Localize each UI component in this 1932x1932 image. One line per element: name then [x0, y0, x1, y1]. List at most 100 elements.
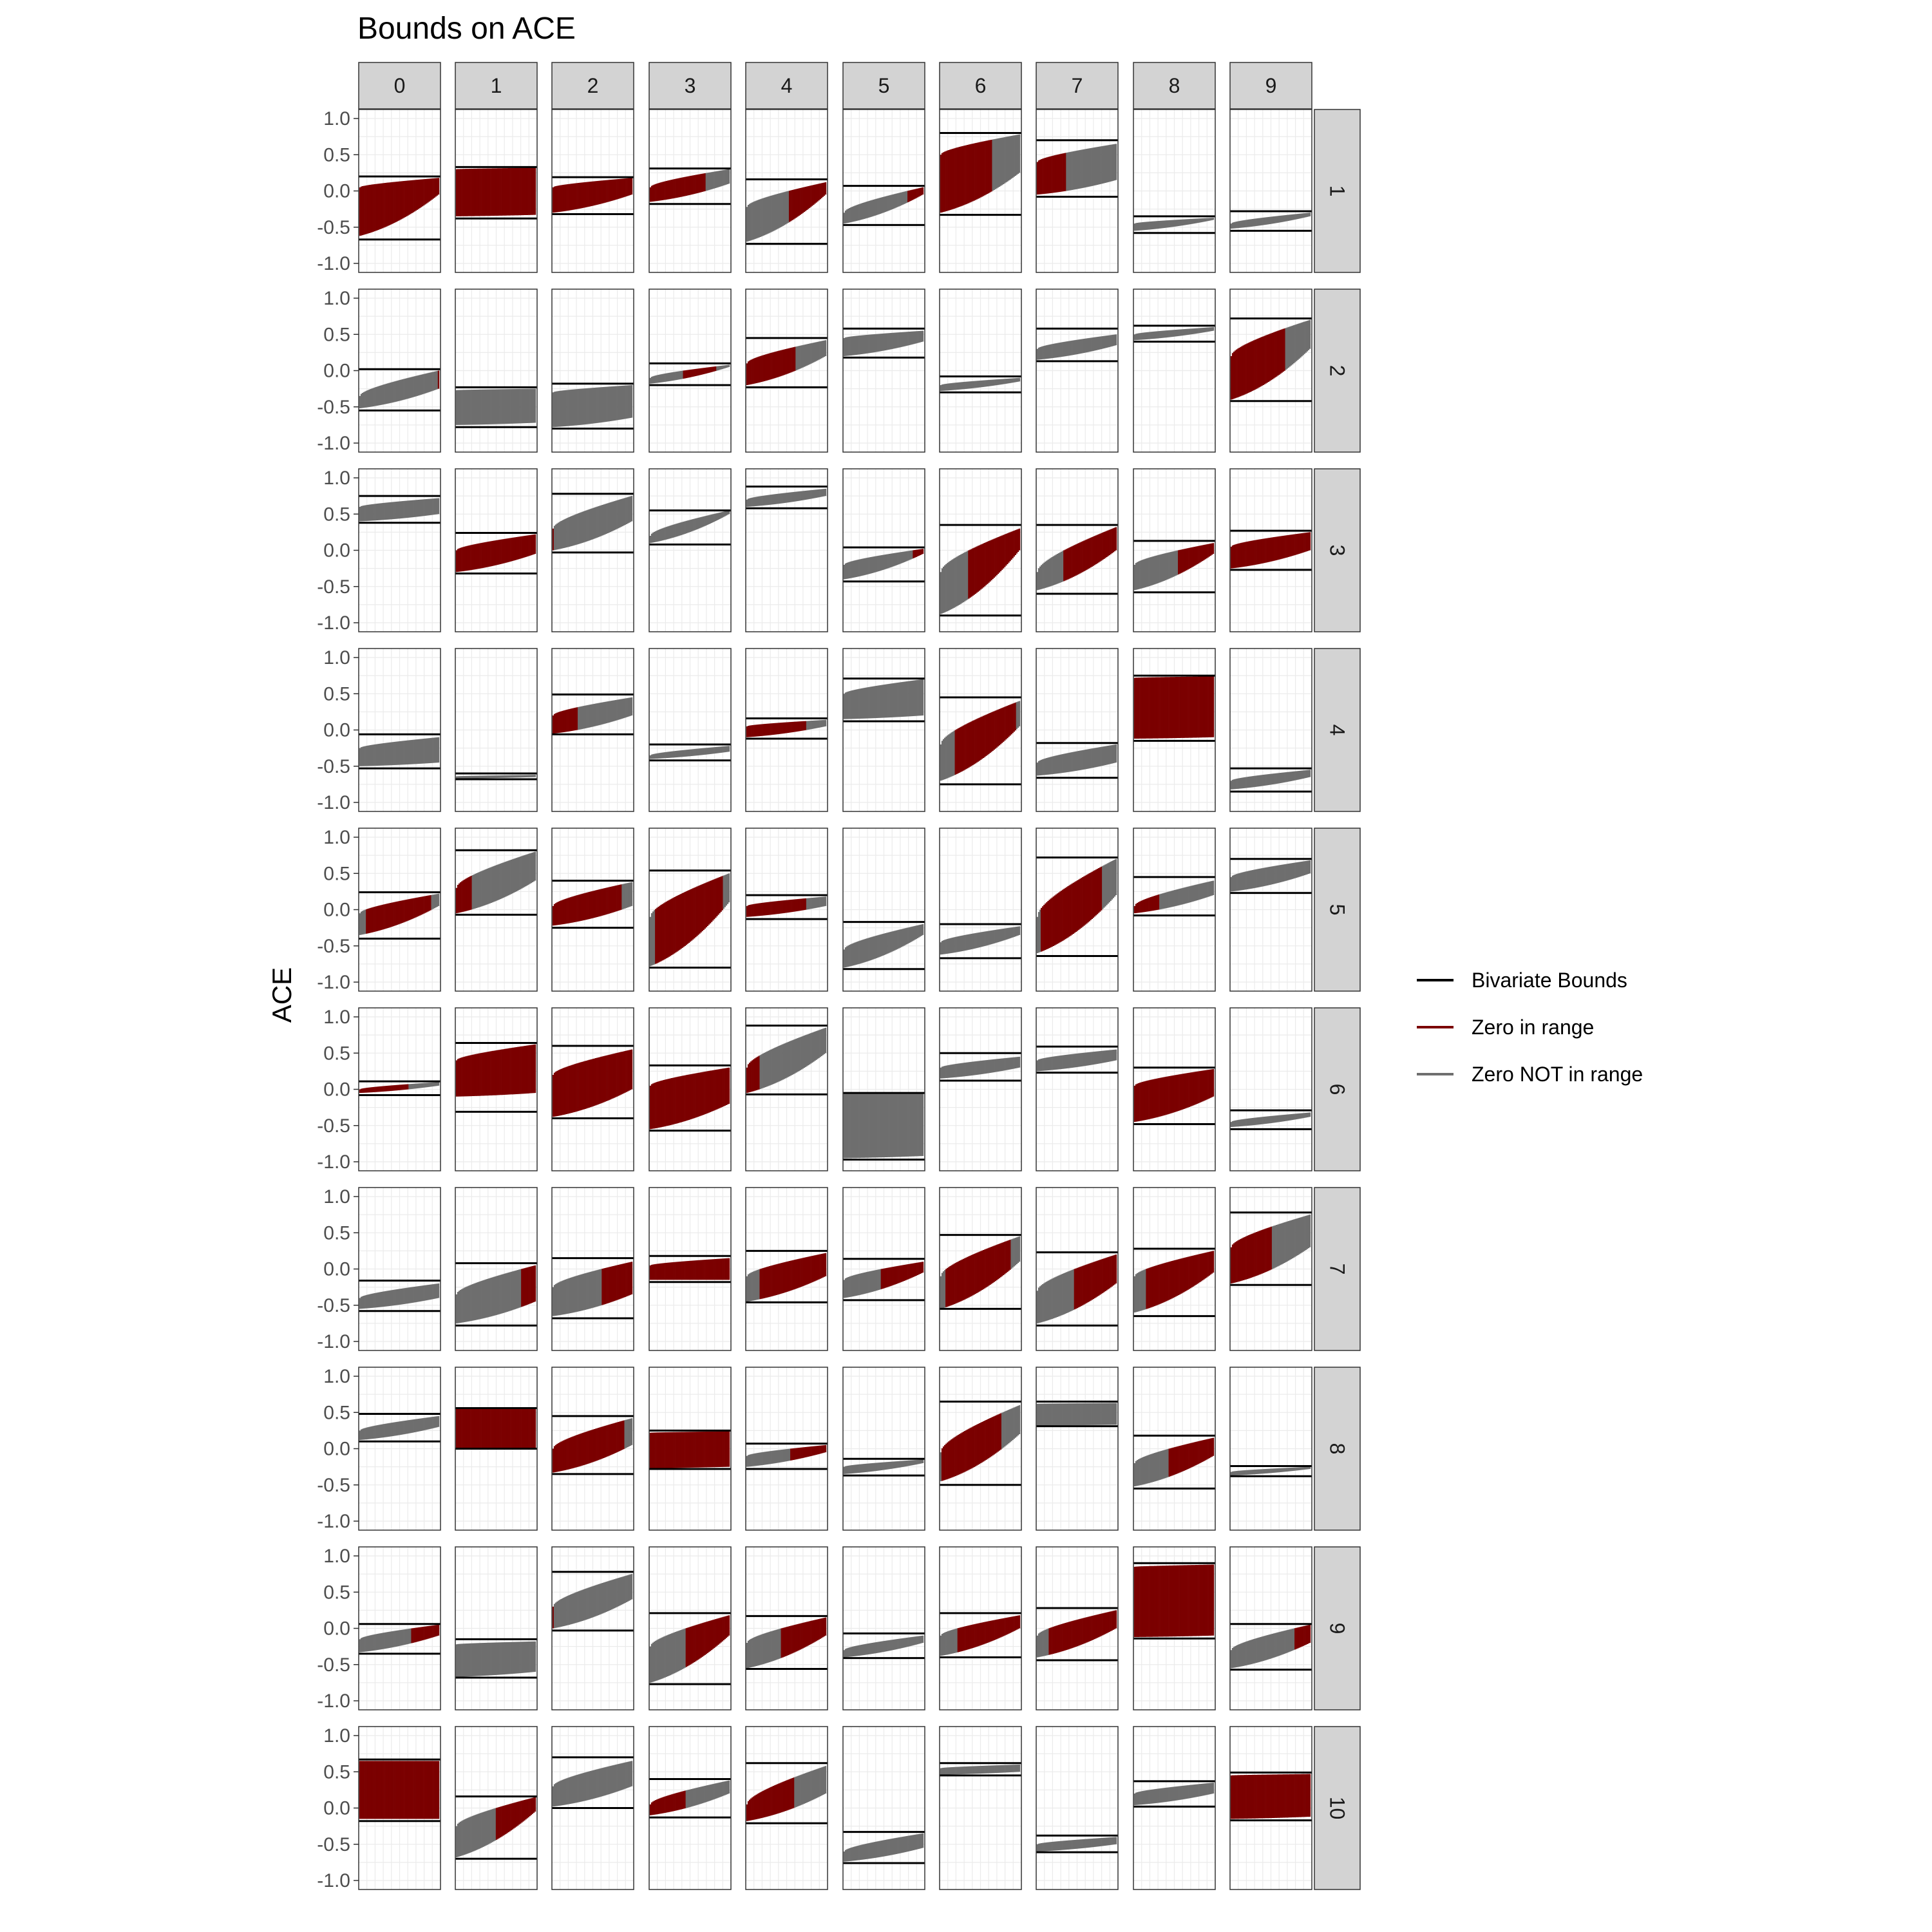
column-strip: 2 [551, 62, 634, 109]
facet-panel [1036, 468, 1119, 632]
facet-panel [939, 1007, 1022, 1171]
panel-border [455, 648, 538, 812]
panel-border [1036, 648, 1119, 812]
panel-border [1133, 468, 1216, 632]
panel-border [455, 468, 538, 632]
facet-panel [1133, 828, 1216, 992]
panel-border [745, 1007, 828, 1171]
row-strip-label: 4 [1326, 724, 1349, 736]
row-strip-label: 5 [1326, 904, 1349, 916]
facet-panel [649, 289, 732, 453]
column-strip: 3 [649, 62, 732, 109]
panel-border [551, 648, 634, 812]
facet-panel [842, 828, 925, 992]
column-strip-label: 3 [685, 74, 696, 97]
column-strip: 0 [358, 62, 441, 109]
facet-panels: 0 1 2 3 4 5 6 7 8 9 1.0 0.5 0.0 -0.5 -1.0 1 1.0 0.5 0.0 -0.… [317, 62, 1361, 1891]
panel-border [551, 468, 634, 632]
facet-panel [842, 648, 925, 812]
y-tick-label: 0.5 [323, 1043, 350, 1064]
facet-panel [649, 828, 732, 992]
facet-panel [551, 648, 634, 812]
facet-panel [745, 648, 828, 812]
y-tick-label: 0.5 [323, 144, 350, 166]
panel-border [745, 648, 828, 812]
facet-panel [455, 648, 538, 812]
y-tick-label: -0.5 [317, 217, 350, 238]
panel-border [1036, 828, 1119, 992]
panel-border [1036, 468, 1119, 632]
panel-border [1133, 648, 1216, 812]
column-strip-bg [551, 62, 634, 109]
y-tick-label: -0.5 [317, 397, 350, 418]
column-strip: 6 [939, 62, 1022, 109]
panel-border [745, 468, 828, 632]
facet-panel [455, 468, 538, 632]
facet-panel [939, 109, 1022, 273]
panel-border [649, 648, 732, 812]
panel-border [649, 1007, 732, 1171]
facet-panel [551, 828, 634, 992]
y-tick-label: 1.0 [323, 288, 350, 309]
facet-panel [1229, 828, 1312, 992]
panel-border [358, 109, 441, 273]
panel-border [939, 648, 1022, 812]
facet-panel [1036, 648, 1119, 812]
facet-panel [745, 828, 828, 992]
facet-panel [1133, 289, 1216, 453]
column-strip-label: 9 [1265, 74, 1277, 97]
column-strip-label: 6 [975, 74, 987, 97]
facet-panel [649, 468, 732, 632]
facet-panel [842, 109, 925, 273]
y-tick-label: 0.5 [323, 863, 350, 884]
column-strip-bg [1229, 62, 1312, 109]
y-tick-label: 1.0 [323, 1007, 350, 1028]
panel-border [551, 109, 634, 273]
y-tick-label: 0.5 [323, 683, 350, 705]
y-tick-label: 0.0 [323, 1079, 350, 1101]
panel-border [455, 109, 538, 273]
panel-border [551, 289, 634, 453]
column-strip-label: 5 [878, 74, 890, 97]
panel-border [551, 1007, 634, 1171]
facet-panel [1133, 109, 1216, 273]
panel-border [455, 1007, 538, 1171]
panel-border [1133, 828, 1216, 992]
column-strip: 1 [455, 62, 538, 109]
column-strip: 4 [745, 62, 828, 109]
row-strip: 6 [1314, 1007, 1361, 1171]
row-strip-bg [1314, 289, 1361, 453]
panel-border [455, 828, 538, 992]
y-tick-label: 1.0 [323, 827, 350, 848]
row-strip: 4 [1314, 648, 1361, 812]
row-strip-bg [1314, 1007, 1361, 1171]
column-strip: 5 [842, 62, 925, 109]
panel-border [842, 648, 925, 812]
facet-panel [939, 468, 1022, 632]
column-strip-bg [745, 62, 828, 109]
facet-panel [745, 1007, 828, 1171]
facet-panel [1036, 828, 1119, 992]
panel-border [745, 828, 828, 992]
panel-border [842, 289, 925, 453]
panel-border [939, 109, 1022, 273]
panel-border [455, 289, 538, 453]
panel-border [842, 109, 925, 273]
row-strip-label: 1 [1326, 185, 1349, 197]
row-strip-label: 6 [1326, 1084, 1349, 1095]
column-strip-label: 7 [1072, 74, 1083, 97]
column-strip-label: 0 [394, 74, 406, 97]
facet-panel [455, 1007, 538, 1171]
y-tick-label: 0.0 [323, 720, 350, 741]
facet-panel [455, 828, 538, 992]
panel-border [358, 648, 441, 812]
facet-panel [1036, 1007, 1119, 1171]
panel-border [745, 109, 828, 273]
facet-panel [1133, 468, 1216, 632]
column-strip-bg [358, 62, 441, 109]
panel-border [649, 828, 732, 992]
column-strip-bg [1133, 62, 1216, 109]
facet-panel [939, 648, 1022, 812]
facet-panel [551, 468, 634, 632]
row-strip: 3 [1314, 468, 1361, 632]
